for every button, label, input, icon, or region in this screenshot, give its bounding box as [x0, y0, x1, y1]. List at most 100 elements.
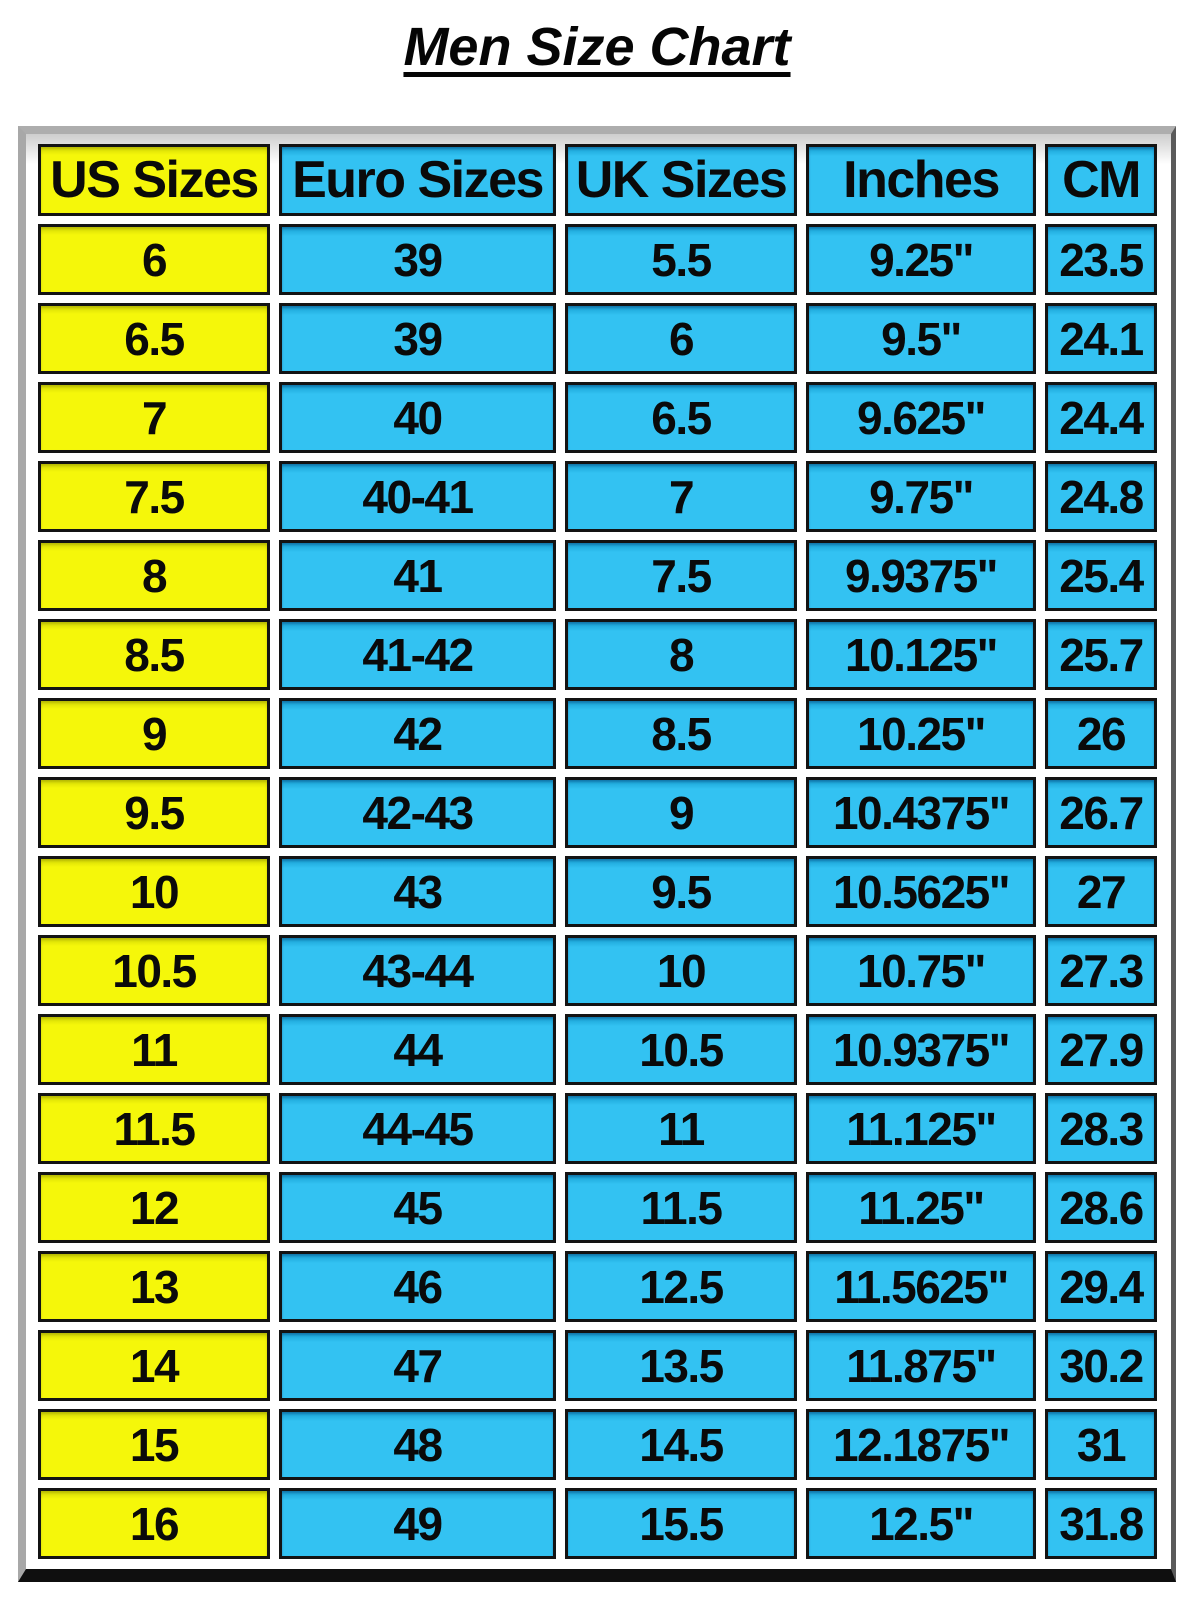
table-row: 9.5 42-43 9 10.4375" 26.7 [38, 777, 1157, 848]
table-cell: 12.5" [806, 1488, 1036, 1559]
table-cell: 10.9375" [806, 1014, 1036, 1085]
table-cell: 9.5 [565, 856, 797, 927]
table-cell: 7 [565, 461, 797, 532]
table-cell: 42-43 [279, 777, 556, 848]
table-cell: 13 [38, 1251, 270, 1322]
table-cell: 9 [38, 698, 270, 769]
table-cell: 9.625" [806, 382, 1036, 453]
table-cell: 27.3 [1045, 935, 1157, 1006]
table-cell: 43-44 [279, 935, 556, 1006]
table-cell: 6.5 [38, 303, 270, 374]
table-cell: 12 [38, 1172, 270, 1243]
size-table: US Sizes Euro Sizes UK Sizes Inches CM 6 39 5.… [29, 136, 1166, 1567]
table-row: 6.5 39 6 9.5" 24.1 [38, 303, 1157, 374]
table-row: 6 39 5.5 9.25" 23.5 [38, 224, 1157, 295]
table-cell: 48 [279, 1409, 556, 1480]
table-cell: 39 [279, 224, 556, 295]
column-header-uk-sizes: UK Sizes [565, 144, 797, 216]
table-cell: 28.3 [1045, 1093, 1157, 1164]
table-cell: 10.125" [806, 619, 1036, 690]
table-cell: 12.1875" [806, 1409, 1036, 1480]
table-row: 15 48 14.5 12.1875" 31 [38, 1409, 1157, 1480]
table-cell: 11.125" [806, 1093, 1036, 1164]
table-cell: 9.9375" [806, 540, 1036, 611]
table-row: 7 40 6.5 9.625" 24.4 [38, 382, 1157, 453]
table-cell: 44-45 [279, 1093, 556, 1164]
table-cell: 10 [565, 935, 797, 1006]
table-cell: 44 [279, 1014, 556, 1085]
header-row: US Sizes Euro Sizes UK Sizes Inches CM [38, 144, 1157, 216]
table-row: 12 45 11.5 11.25" 28.6 [38, 1172, 1157, 1243]
table-cell: 6.5 [565, 382, 797, 453]
table-cell: 10.25" [806, 698, 1036, 769]
table-cell: 8.5 [565, 698, 797, 769]
table-cell: 11 [565, 1093, 797, 1164]
table-cell: 49 [279, 1488, 556, 1559]
table-row: 14 47 13.5 11.875" 30.2 [38, 1330, 1157, 1401]
table-cell: 10.4375" [806, 777, 1036, 848]
table-cell: 12.5 [565, 1251, 797, 1322]
table-cell: 46 [279, 1251, 556, 1322]
table-cell: 41-42 [279, 619, 556, 690]
table-cell: 47 [279, 1330, 556, 1401]
table-cell: 24.1 [1045, 303, 1157, 374]
table-cell: 42 [279, 698, 556, 769]
table-cell: 41 [279, 540, 556, 611]
table-row: 11.5 44-45 11 11.125" 28.3 [38, 1093, 1157, 1164]
table-cell: 31.8 [1045, 1488, 1157, 1559]
table-cell: 9 [565, 777, 797, 848]
table-cell: 8 [38, 540, 270, 611]
table-cell: 39 [279, 303, 556, 374]
table-cell: 14.5 [565, 1409, 797, 1480]
table-body: 6 39 5.5 9.25" 23.5 6.5 39 6 9.5" 24.1 7 40 6.5 9.625… [38, 224, 1157, 1559]
table-row: 16 49 15.5 12.5" 31.8 [38, 1488, 1157, 1559]
table-cell: 7.5 [38, 461, 270, 532]
table-cell: 10 [38, 856, 270, 927]
table-cell: 26.7 [1045, 777, 1157, 848]
table-cell: 27 [1045, 856, 1157, 927]
table-cell: 40-41 [279, 461, 556, 532]
table-cell: 11 [38, 1014, 270, 1085]
table-cell: 6 [565, 303, 797, 374]
page-title: Men Size Chart [403, 17, 791, 77]
table-cell: 31 [1045, 1409, 1157, 1480]
table-cell: 25.4 [1045, 540, 1157, 611]
table-cell: 11.5625" [806, 1251, 1036, 1322]
table-cell: 15 [38, 1409, 270, 1480]
table-cell: 13.5 [565, 1330, 797, 1401]
table-cell: 9.75" [806, 461, 1036, 532]
table-cell: 10.5 [565, 1014, 797, 1085]
table-cell: 9.25" [806, 224, 1036, 295]
table-cell: 23.5 [1045, 224, 1157, 295]
table-cell: 10.5625" [806, 856, 1036, 927]
table-row: 9 42 8.5 10.25" 26 [38, 698, 1157, 769]
size-table-frame: US Sizes Euro Sizes UK Sizes Inches CM 6 39 5.… [18, 126, 1176, 1582]
table-cell: 8 [565, 619, 797, 690]
table-cell: 28.6 [1045, 1172, 1157, 1243]
table-cell: 24.8 [1045, 461, 1157, 532]
table-cell: 10.75" [806, 935, 1036, 1006]
table-row: 10 43 9.5 10.5625" 27 [38, 856, 1157, 927]
column-header-us-sizes: US Sizes [38, 144, 270, 216]
column-header-euro-sizes: Euro Sizes [279, 144, 556, 216]
table-cell: 40 [279, 382, 556, 453]
table-cell: 25.7 [1045, 619, 1157, 690]
table-row: 11 44 10.5 10.9375" 27.9 [38, 1014, 1157, 1085]
table-cell: 26 [1045, 698, 1157, 769]
table-cell: 7 [38, 382, 270, 453]
table-row: 8 41 7.5 9.9375" 25.4 [38, 540, 1157, 611]
table-cell: 15.5 [565, 1488, 797, 1559]
table-cell: 11.5 [565, 1172, 797, 1243]
table-cell: 16 [38, 1488, 270, 1559]
table-cell: 9.5" [806, 303, 1036, 374]
table-cell: 5.5 [565, 224, 797, 295]
table-cell: 14 [38, 1330, 270, 1401]
table-cell: 7.5 [565, 540, 797, 611]
table-cell: 8.5 [38, 619, 270, 690]
table-cell: 27.9 [1045, 1014, 1157, 1085]
table-cell: 11.5 [38, 1093, 270, 1164]
table-row: 10.5 43-44 10 10.75" 27.3 [38, 935, 1157, 1006]
table-row: 8.5 41-42 8 10.125" 25.7 [38, 619, 1157, 690]
table-cell: 43 [279, 856, 556, 927]
